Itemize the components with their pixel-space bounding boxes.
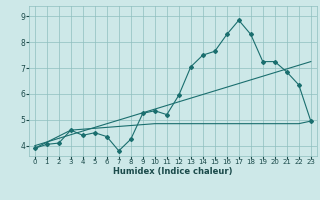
X-axis label: Humidex (Indice chaleur): Humidex (Indice chaleur)	[113, 167, 233, 176]
